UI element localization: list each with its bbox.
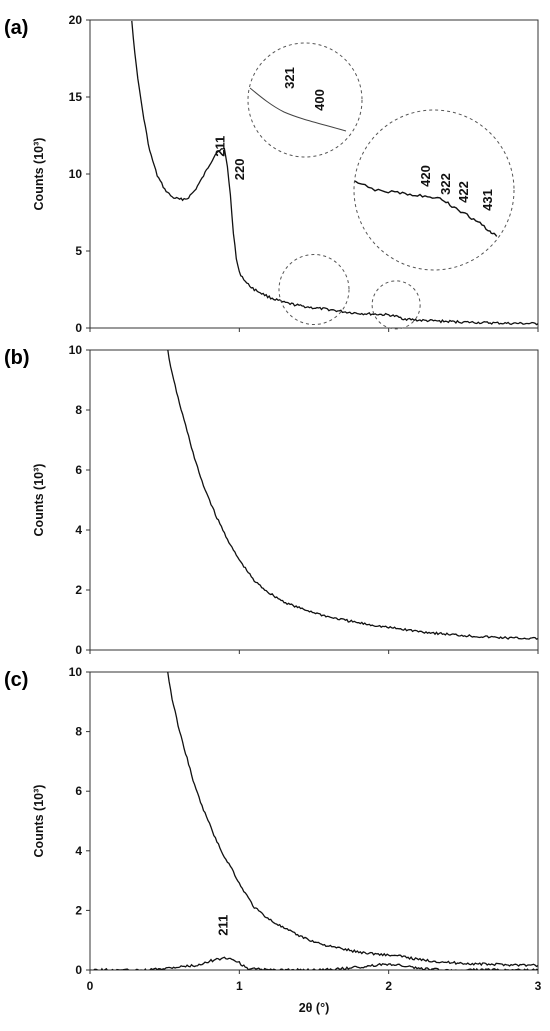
magnified-inset-circle [353,109,515,271]
y-tick-label: 6 [75,784,82,798]
inset-peak-label: 321 [282,67,297,89]
panel-label: (a) [4,17,28,39]
y-tick-label: 10 [69,665,83,679]
y-tick-label: 5 [75,244,82,258]
series-line-2 [90,956,538,970]
peak-label: 220 [232,159,247,181]
inset-curve-1 [249,87,347,132]
series-line-1 [167,350,538,640]
plot-frame [89,671,539,971]
y-tick-label: 4 [75,844,82,858]
panel-label: (b) [4,347,30,369]
y-tick-label: 4 [75,523,82,537]
y-tick-label: 8 [75,725,82,739]
magnified-inset-circle [247,42,363,158]
y-tick-label: 2 [75,903,82,917]
x-tick-label: 0 [87,979,94,993]
inset-marker-circle [278,254,350,325]
y-tick-label: 8 [75,403,82,417]
series-line-1 [167,672,538,968]
x-tick-label: 1 [236,979,243,993]
panel-label: (c) [4,669,28,691]
peak-label: 211 [215,915,230,936]
inset-peak-label: 322 [438,173,453,195]
inset-marker-circle [371,280,421,330]
x-tick-label: 3 [535,979,542,993]
y-tick-label: 0 [75,321,82,335]
inset-peak-label: 420 [418,165,433,187]
inset-peak-label: 422 [456,181,471,203]
y-tick-label: 10 [69,343,83,357]
chart-panel-3: 0 2 4 6 8 10 0 1 2 3 (c) Counts (10³) 2θ (°) 211 [4,665,542,1015]
y-tick-label: 15 [69,90,83,104]
inset-peak-label: 400 [312,89,327,111]
y-axis-label: Counts (10³) [32,138,46,211]
plot-frame [89,349,539,651]
y-tick-label: 20 [69,13,83,27]
y-tick-label: 10 [69,167,83,181]
x-axis-label: 2θ (°) [299,1001,330,1015]
y-tick-label: 2 [75,583,82,597]
inset-peak-label: 431 [480,189,495,211]
chart-panel-2: 0 2 4 6 8 10 (b) Counts (10³) [4,343,539,657]
x-tick-label: 2 [385,979,392,993]
chart-panel-1: 0 5 10 15 20 (a) Counts (10³) 211 220 321 400 420 32… [4,13,539,335]
y-axis-label: Counts (10³) [32,785,46,858]
y-tick-label: 0 [75,963,82,977]
y-tick-label: 6 [75,463,82,477]
y-axis-label: Counts (10³) [32,464,46,537]
y-tick-label: 0 [75,643,82,657]
inset-curve-2 [354,180,498,237]
peak-label: 211 [212,136,227,157]
series-line-1 [131,20,538,326]
